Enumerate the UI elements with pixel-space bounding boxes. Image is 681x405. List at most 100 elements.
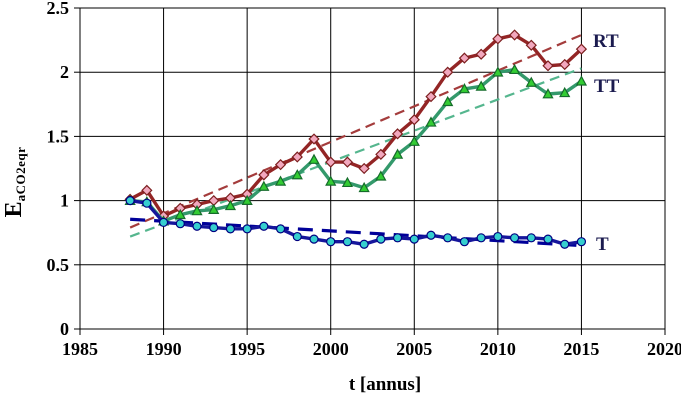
marker-diamond (308, 133, 320, 145)
trendline-T (130, 217, 582, 248)
marker-triangle (425, 116, 437, 127)
marker-circle (426, 230, 436, 240)
marker-triangle (191, 205, 203, 216)
x-tick-label: 2000 (313, 339, 349, 359)
marker-triangle (375, 170, 387, 181)
marker-circle (209, 222, 219, 233)
marker-circle (225, 224, 236, 234)
marker-diamond (425, 90, 437, 103)
y-tick-label: 0.5 (47, 255, 70, 275)
marker-diamond (525, 39, 537, 51)
marker-circle (142, 198, 152, 208)
marker-diamond (575, 43, 588, 55)
marker-triangle (575, 75, 588, 86)
marker-triangle (208, 203, 220, 214)
marker-circle (493, 231, 503, 242)
marker-diamond (408, 114, 420, 126)
gridlines: 1985 1990 1995 2000 2005 2010 2015 2020 0 0.5 1 1.5… (47, 0, 681, 359)
marker-triangle (341, 176, 354, 188)
y-tick-label: 1 (60, 191, 69, 211)
marker-triangle (241, 194, 253, 205)
marker-triangle (458, 83, 471, 94)
marker-circle (342, 237, 353, 247)
plot-border (79, 7, 666, 330)
marker-triangle (174, 208, 186, 220)
marker-diamond (325, 156, 337, 168)
x-tick-label: 2010 (480, 339, 516, 359)
marker-diamond (274, 158, 287, 171)
marker-diamond (141, 184, 153, 196)
marker-circle (443, 233, 453, 243)
marker-circle (392, 233, 403, 243)
marker-circle (259, 221, 269, 231)
marker-diamond (358, 162, 370, 175)
marker-circle (376, 234, 386, 244)
marker-triangle (475, 80, 487, 91)
marker-diamond (475, 48, 487, 60)
marker-triangle (258, 180, 270, 191)
trendline-TT (129, 67, 582, 238)
marker-diamond (391, 128, 404, 140)
marker-triangle (291, 169, 303, 180)
marker-diamond (492, 33, 504, 45)
marker-triangle (408, 135, 420, 146)
x-axis-title: t [annus] (348, 374, 422, 395)
marker-triangle (391, 148, 404, 159)
series-markers-T (125, 196, 587, 249)
marker-circle (309, 234, 319, 244)
marker-diamond (458, 52, 471, 64)
marker-circle (275, 224, 286, 234)
y-tick-label: 0 (60, 319, 69, 339)
marker-triangle (358, 181, 370, 193)
x-tick-label: 1990 (146, 339, 182, 359)
series-markers-RT (124, 29, 588, 222)
marker-diamond (559, 58, 571, 71)
marker-circle (576, 237, 587, 247)
marker-triangle (508, 63, 521, 75)
series-line-RT (129, 33, 583, 218)
x-tick-label: 2020 (647, 339, 681, 359)
y-tick-label: 1.5 (47, 126, 70, 146)
marker-circle (326, 237, 336, 247)
y-tick-label: 2 (60, 62, 69, 82)
y-axis-title-subscript: aCO2eqr (13, 146, 28, 202)
trendline-RT (129, 33, 582, 229)
y-axis-title-main: E (1, 201, 27, 218)
marker-triangle (274, 175, 287, 186)
x-tick-label: 2005 (396, 339, 432, 359)
series-label-RT: RT (593, 31, 619, 52)
marker-circle (242, 224, 252, 234)
marker-diamond (542, 60, 554, 72)
marker-circle (543, 234, 553, 244)
marker-circle (125, 196, 135, 206)
marker-triangle (325, 175, 337, 186)
marker-circle (459, 237, 470, 247)
series-markers-TT (124, 63, 588, 226)
y-tick-label: 2.5 (47, 0, 70, 18)
series-label-TT: TT (594, 76, 620, 97)
marker-circle (292, 231, 302, 242)
marker-circle (560, 239, 570, 249)
marker-diamond (291, 151, 303, 163)
marker-diamond (258, 169, 270, 181)
marker-circle (476, 233, 486, 243)
marker-circle (359, 239, 369, 249)
marker-circle (192, 221, 202, 231)
marker-triangle (542, 88, 554, 99)
marker-triangle (224, 199, 237, 211)
marker-circle (526, 233, 536, 243)
marker-diamond (375, 148, 387, 161)
series-line-TT (129, 67, 583, 223)
marker-triangle (308, 153, 320, 164)
marker-circle (175, 219, 185, 229)
marker-triangle (492, 66, 504, 77)
marker-triangle (559, 86, 571, 98)
x-tick-label: 2015 (563, 339, 599, 359)
marker-circle (158, 217, 169, 228)
marker-diamond (442, 66, 454, 78)
marker-diamond (508, 29, 521, 41)
marker-circle (509, 233, 520, 243)
